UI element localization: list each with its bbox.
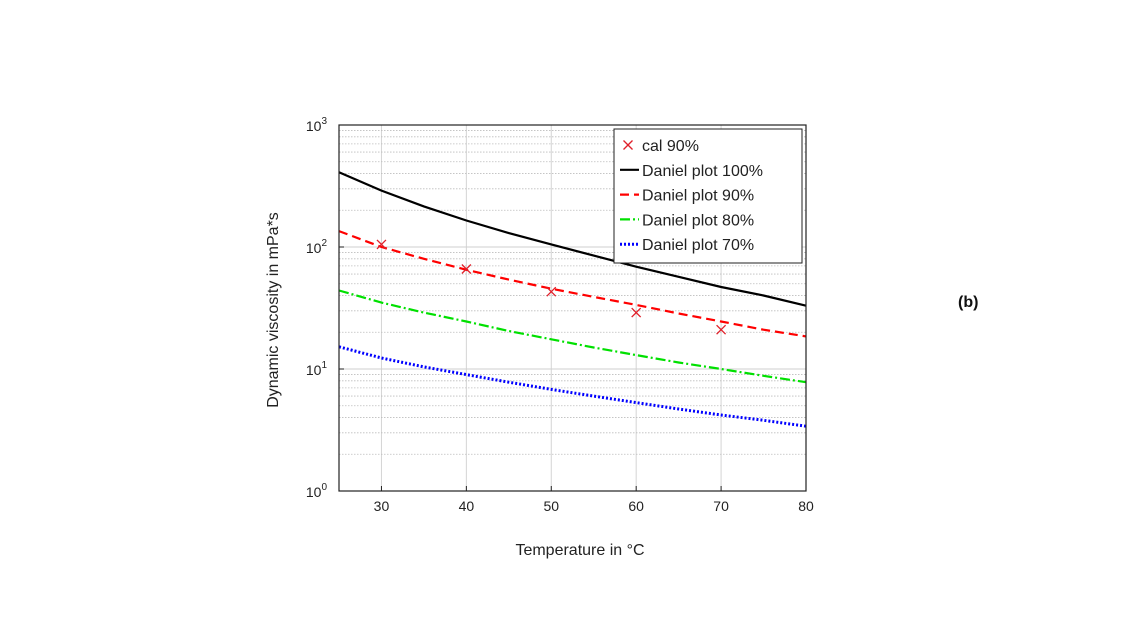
y-axis-ticks: 100 101 102 103	[306, 116, 344, 500]
x-tick-label: 30	[374, 498, 390, 514]
series-markers	[376, 239, 727, 335]
data-point-cross	[716, 324, 727, 335]
y-tick-label: 100	[306, 482, 328, 500]
x-axis-label: Temperature in °C	[515, 542, 644, 559]
data-point-cross	[461, 264, 472, 274]
series-line-3	[338, 289, 807, 384]
data-point-cross	[631, 307, 642, 318]
y-axis-label: Dynamic viscosity in mPa*s	[265, 212, 282, 408]
y-tick-label: 103	[306, 116, 328, 134]
y-tick-label: 101	[306, 360, 328, 378]
y-tick-label: 102	[306, 238, 328, 256]
legend-label: Daniel plot 90%	[642, 188, 754, 205]
series-line-1	[338, 171, 807, 307]
legend-label: Daniel plot 100%	[642, 163, 763, 180]
data-point-cross	[546, 286, 557, 297]
series-line-4	[338, 345, 807, 428]
data-point-cross	[376, 239, 387, 250]
legend: cal 90% Daniel plot 100% Daniel plot 90% Da…	[613, 128, 803, 264]
legend-swatch	[623, 140, 633, 150]
legend-label: Daniel plot 80%	[642, 212, 754, 229]
panel-label: (b)	[958, 294, 979, 311]
x-tick-label: 50	[543, 498, 559, 514]
x-tick-label: 60	[628, 498, 644, 514]
x-tick-label: 70	[713, 498, 729, 514]
x-tick-label: 80	[798, 498, 814, 514]
legend-label: cal 90%	[642, 138, 699, 155]
series-lines	[338, 171, 807, 428]
plot-frame	[338, 124, 807, 492]
series-line-2	[338, 230, 807, 338]
x-axis-ticks: 30 40 50 60 70 80	[374, 486, 814, 514]
x-tick-label: 40	[459, 498, 475, 514]
legend-box	[613, 128, 803, 264]
legend-label: Daniel plot 70%	[642, 237, 754, 254]
